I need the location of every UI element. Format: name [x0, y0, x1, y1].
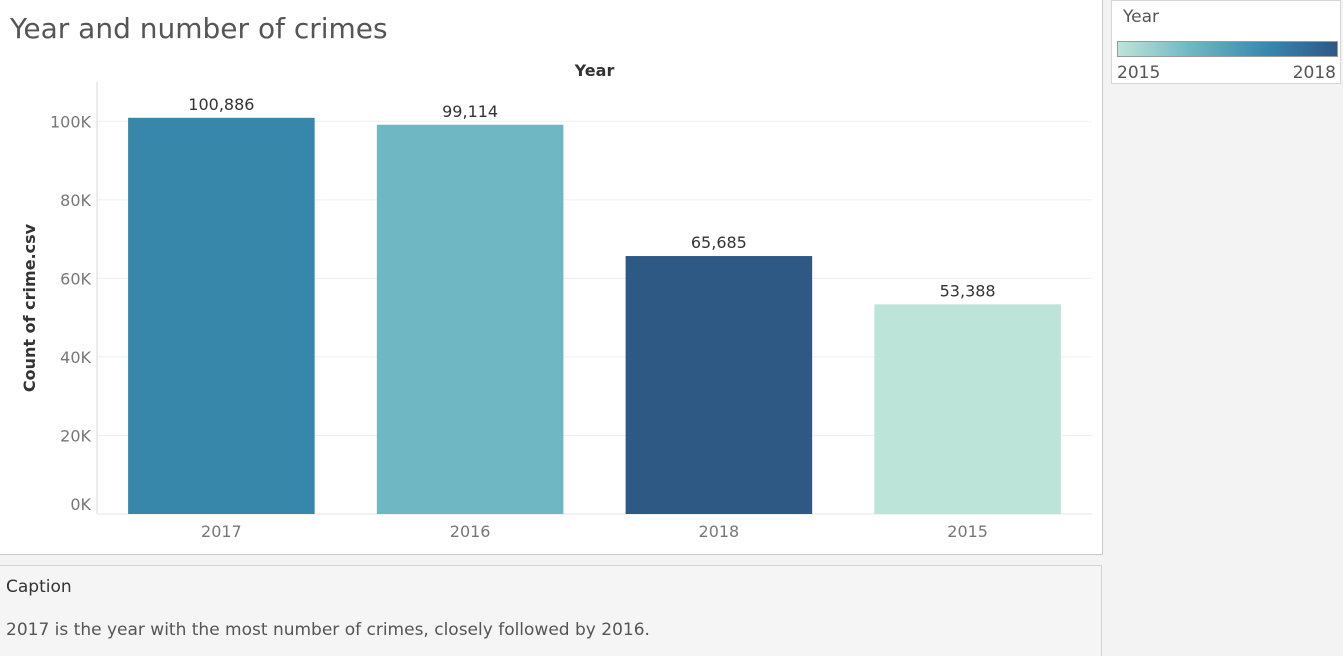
caption-title: Caption — [6, 577, 72, 597]
legend-max-label: 2018 — [1292, 63, 1336, 83]
legend-gradient-bar — [1117, 41, 1338, 57]
y-tick-label: 80K — [60, 191, 91, 210]
bar-2018 — [625, 256, 813, 514]
y-tick-label: 100K — [50, 112, 92, 131]
x-tick-label: 2015 — [947, 522, 988, 541]
data-label-2018: 65,685 — [691, 233, 747, 252]
x-axis-title: Year — [574, 61, 615, 80]
y-tick-label: 40K — [60, 348, 91, 367]
bar-2017 — [128, 117, 315, 515]
bar-2015 — [874, 304, 1061, 514]
data-label-2017: 100,886 — [188, 95, 254, 114]
caption-text: 2017 is the year with the most number of… — [6, 620, 650, 640]
y-tick-label: 0K — [70, 495, 91, 514]
chart-title: Year and number of crimes — [10, 12, 388, 45]
data-label-2016: 99,114 — [442, 102, 498, 121]
bar-2016 — [376, 124, 564, 514]
x-tick-label: 2018 — [699, 522, 740, 541]
color-legend[interactable]: Year 2015 2018 — [1111, 0, 1341, 84]
legend-title: Year — [1123, 7, 1159, 27]
legend-min-label: 2015 — [1117, 63, 1161, 83]
bar-chart: 0K 20K 40K 60K 80K 100K Count of crime.csv Year… — [20, 61, 1092, 541]
y-axis-title: Count of crime.csv — [20, 223, 39, 392]
data-label-2015: 53,388 — [940, 281, 996, 300]
x-tick-label: 2016 — [450, 522, 491, 541]
y-tick-label: 60K — [60, 269, 91, 288]
chart-sheet: Year and number of crimes 0K 20K 40K 60K 80K… — [0, 0, 1103, 555]
y-tick-label: 20K — [60, 426, 91, 445]
caption-panel: Caption 2017 is the year with the most n… — [0, 565, 1102, 656]
x-tick-label: 2017 — [201, 522, 242, 541]
